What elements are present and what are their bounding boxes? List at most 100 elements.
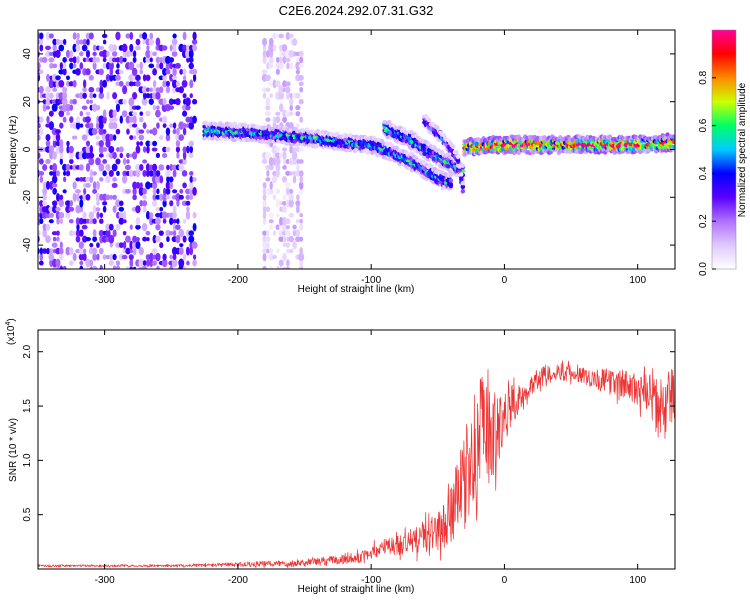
heat-cell: [92, 253, 97, 261]
heat-cell: [82, 211, 87, 219]
heat-cell: [169, 73, 174, 82]
heat-cell: [275, 198, 281, 208]
heat-cell: [182, 150, 187, 160]
heat-cell: [38, 260, 44, 266]
heat-cell: [42, 223, 47, 231]
y-tick-label: -20: [22, 190, 33, 205]
heat-cell: [39, 116, 44, 124]
heat-cell: [178, 86, 184, 94]
heat-cell: [282, 222, 287, 232]
heat-cell: [48, 33, 54, 39]
heat-cell: [266, 230, 270, 237]
heat-cell: [298, 81, 304, 87]
heat-cell: [45, 97, 51, 106]
heat-cell: [132, 151, 138, 160]
heat-cell: [115, 199, 121, 208]
heat-cell: [69, 165, 73, 170]
heat-cell: [261, 69, 268, 75]
heat-cell: [132, 181, 138, 190]
heat-cell: [178, 228, 185, 238]
heat-cell: [162, 253, 167, 261]
heat-cell: [138, 116, 144, 123]
heat-cell: [105, 175, 111, 184]
heat-cell: [168, 176, 174, 183]
heat-cell: [179, 68, 184, 75]
heat-cell: [186, 260, 190, 266]
heat-cell: [68, 218, 74, 224]
heat-cell: [76, 55, 80, 64]
heat-cell: [275, 68, 280, 75]
heat-cell: [262, 50, 267, 58]
heat-cell: [125, 81, 131, 87]
heat-cell: [172, 205, 177, 214]
heat-cell: [78, 229, 84, 237]
heat-cell: [171, 79, 178, 89]
heat-cell: [289, 97, 294, 106]
heat-cell: [39, 200, 44, 207]
heat-cell: [46, 115, 50, 124]
heat-cell: [282, 205, 287, 214]
heat-cell: [275, 224, 281, 230]
heat-cell: [74, 189, 81, 194]
heat-cell: [38, 85, 44, 94]
heat-cell: [162, 80, 167, 88]
heat-cell: [69, 99, 74, 105]
heat-cell: [45, 223, 51, 231]
heat-cell: [188, 140, 195, 147]
heat-cell: [182, 123, 187, 129]
heat-cell: [299, 56, 304, 64]
heat-cell: [272, 254, 278, 260]
heat-cell: [59, 194, 64, 201]
heat-cell: [155, 170, 161, 177]
heat-cell: [186, 57, 190, 63]
heat-cell: [121, 254, 128, 260]
heat-cell: [165, 86, 171, 94]
colorbar-ticks: 0.0 0.2 0.4 0.6 0.8: [698, 70, 716, 276]
heat-cell: [56, 230, 60, 236]
heat-cell: [128, 81, 134, 87]
heat-cell: [72, 252, 77, 262]
heat-cell: [169, 231, 174, 236]
heat-cell: [98, 247, 104, 255]
heat-cell: [142, 74, 147, 82]
heat-cell: [88, 211, 95, 219]
heat-cell: [55, 210, 61, 220]
heat-cell: [268, 224, 274, 231]
heat-cell: [178, 194, 184, 200]
heat-cell: [65, 103, 71, 112]
heat-cell: [129, 43, 134, 52]
heat-cell: [148, 170, 154, 177]
heat-cell: [51, 73, 58, 82]
heat-cell: [65, 212, 71, 219]
heat-cell: [51, 183, 58, 188]
heat-cell: [112, 177, 118, 182]
heat-cell: [62, 189, 67, 194]
heat-cell: [298, 63, 304, 68]
heat-cell: [61, 163, 68, 171]
heat-cell: [266, 49, 270, 58]
heat-cell: [135, 169, 141, 178]
heat-cell: [132, 235, 138, 243]
heat-cell: [109, 133, 114, 142]
heat-cell: [387, 119, 392, 125]
heat-cell: [55, 75, 61, 81]
heat-cell: [49, 151, 54, 160]
heat-cell: [284, 81, 291, 87]
heat-cell: [72, 181, 77, 190]
heat-cell: [111, 163, 118, 172]
heat-cell: [192, 254, 197, 260]
heat-cell: [89, 92, 94, 99]
heat-cell: [76, 193, 80, 202]
heat-cell: [156, 122, 160, 129]
heat-cell: [51, 200, 58, 207]
heat-cell: [85, 176, 91, 182]
heat-cell: [161, 152, 168, 158]
heat-cell: [135, 105, 141, 110]
heat-cell: [188, 121, 195, 130]
heat-cell: [115, 57, 121, 63]
heat-cell: [275, 62, 281, 69]
heat-cell: [671, 139, 675, 144]
heat-cell: [265, 97, 271, 107]
heat-cell: [189, 175, 194, 183]
